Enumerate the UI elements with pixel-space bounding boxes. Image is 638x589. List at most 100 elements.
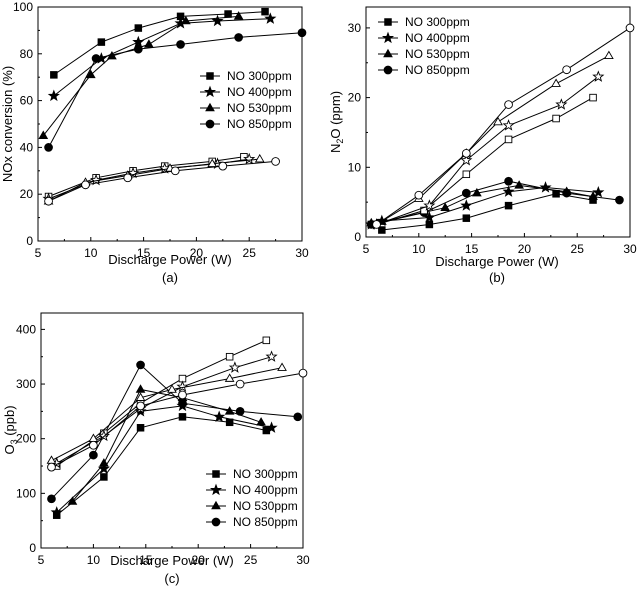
legend-label: NO 530ppm <box>405 47 470 61</box>
data-point <box>100 473 108 481</box>
data-point <box>136 424 145 432</box>
legend-marker <box>383 65 393 75</box>
data-point <box>89 440 98 450</box>
y-tick-label: 100 <box>16 486 36 500</box>
data-point <box>552 114 560 123</box>
x-axis-label: Discharge Power (W) <box>110 553 234 568</box>
data-point <box>293 412 303 422</box>
data-point <box>167 384 177 393</box>
legend-label: NO 530ppm <box>233 499 298 513</box>
data-point <box>277 362 287 371</box>
data-point <box>178 413 187 421</box>
data-point <box>539 181 552 193</box>
data-point <box>514 180 524 189</box>
data-point <box>504 135 513 144</box>
legend-label: NO 300ppm <box>227 69 292 83</box>
data-point <box>462 214 471 222</box>
x-axis-label: Discharge Power (W) <box>435 254 559 269</box>
series-triangle-open <box>46 362 287 464</box>
data-point <box>235 407 245 416</box>
y-tick-label: 400 <box>16 322 36 336</box>
series-square-filled <box>367 190 597 234</box>
legend-marker <box>203 85 217 98</box>
data-point <box>504 201 513 210</box>
data-point <box>440 202 451 211</box>
panel-caption: (b) <box>489 270 505 285</box>
legend-label: NO 850ppm <box>233 515 298 529</box>
x-tick-label: 5 <box>38 553 45 567</box>
legend-marker <box>212 470 220 478</box>
series-circle-filled <box>47 360 303 504</box>
data-point <box>67 496 78 505</box>
data-point <box>504 100 513 109</box>
x-tick-label: 15 <box>137 246 151 260</box>
legend-marker <box>205 119 215 129</box>
series-square-filled <box>52 413 271 519</box>
x-tick-label: 5 <box>363 242 370 256</box>
data-point <box>502 119 515 131</box>
y-tick-label: 0 <box>26 234 33 248</box>
y-tick-label: 0 <box>29 541 36 555</box>
legend: NO 300ppm NO 400ppm NO 530ppm NO 850ppm <box>378 15 470 77</box>
series-square-filled <box>50 7 269 79</box>
data-point <box>144 39 154 48</box>
series-line <box>53 11 266 76</box>
y-tick-label: 0 <box>354 230 361 244</box>
legend-label: NO 850ppm <box>227 117 292 131</box>
data-point <box>85 69 96 79</box>
chart-panel-a: 5 10 15 20 25 30 0 20 40 60 80 100 Discharge Power (… <box>0 0 309 285</box>
legend-marker <box>211 517 221 527</box>
y-axis-label-subscript: 3 <box>9 439 19 444</box>
series-line <box>376 76 599 225</box>
chart-panel-b: 5 10 15 20 25 30 0 10 20 30 Discharge Power (W) N2O… <box>328 6 637 285</box>
legend: NO 300ppm NO 400ppm NO 530ppm NO 850ppm <box>206 467 298 529</box>
x-tick-label: 10 <box>412 242 426 256</box>
data-point <box>256 417 266 426</box>
series-line <box>376 27 631 225</box>
data-point <box>176 380 189 392</box>
data-point <box>592 186 605 198</box>
data-point <box>132 35 145 48</box>
series-line <box>48 160 276 202</box>
data-point <box>99 458 109 467</box>
x-tick-label: 5 <box>35 246 42 260</box>
y-axis-label: NOx conversion (%) <box>0 66 15 182</box>
series-line <box>56 416 267 516</box>
data-point <box>235 379 245 389</box>
data-point <box>625 23 635 33</box>
x-axis-label: Discharge Power (W) <box>108 252 232 267</box>
x-tick-label: 20 <box>518 242 532 256</box>
data-point <box>46 455 57 464</box>
data-point <box>178 390 187 400</box>
data-point <box>555 98 568 110</box>
data-point <box>604 50 614 60</box>
series-line <box>371 180 620 225</box>
data-point <box>224 10 232 18</box>
panel-caption: (a) <box>162 270 178 285</box>
y-axis-label-main: N <box>328 144 343 153</box>
legend-marker <box>205 102 215 112</box>
data-point <box>38 130 49 139</box>
data-point <box>562 65 571 75</box>
series-circle-filled <box>44 28 307 152</box>
data-point <box>91 54 101 63</box>
data-point <box>243 152 256 165</box>
data-point <box>133 44 143 54</box>
y-tick-label: 100 <box>13 0 33 14</box>
data-point <box>297 28 307 38</box>
data-point <box>493 116 503 126</box>
data-point <box>135 384 146 393</box>
data-point <box>178 398 187 408</box>
y-tick-label: 20 <box>20 187 34 201</box>
series-line <box>51 372 304 468</box>
x-tick-label: 25 <box>244 553 258 567</box>
data-point <box>472 187 482 197</box>
data-point <box>136 401 145 411</box>
data-point <box>551 78 561 87</box>
y-axis-label: N2O (ppm) <box>328 91 345 153</box>
data-point <box>176 40 185 49</box>
x-tick-label: 30 <box>296 553 310 567</box>
data-point <box>562 188 571 198</box>
